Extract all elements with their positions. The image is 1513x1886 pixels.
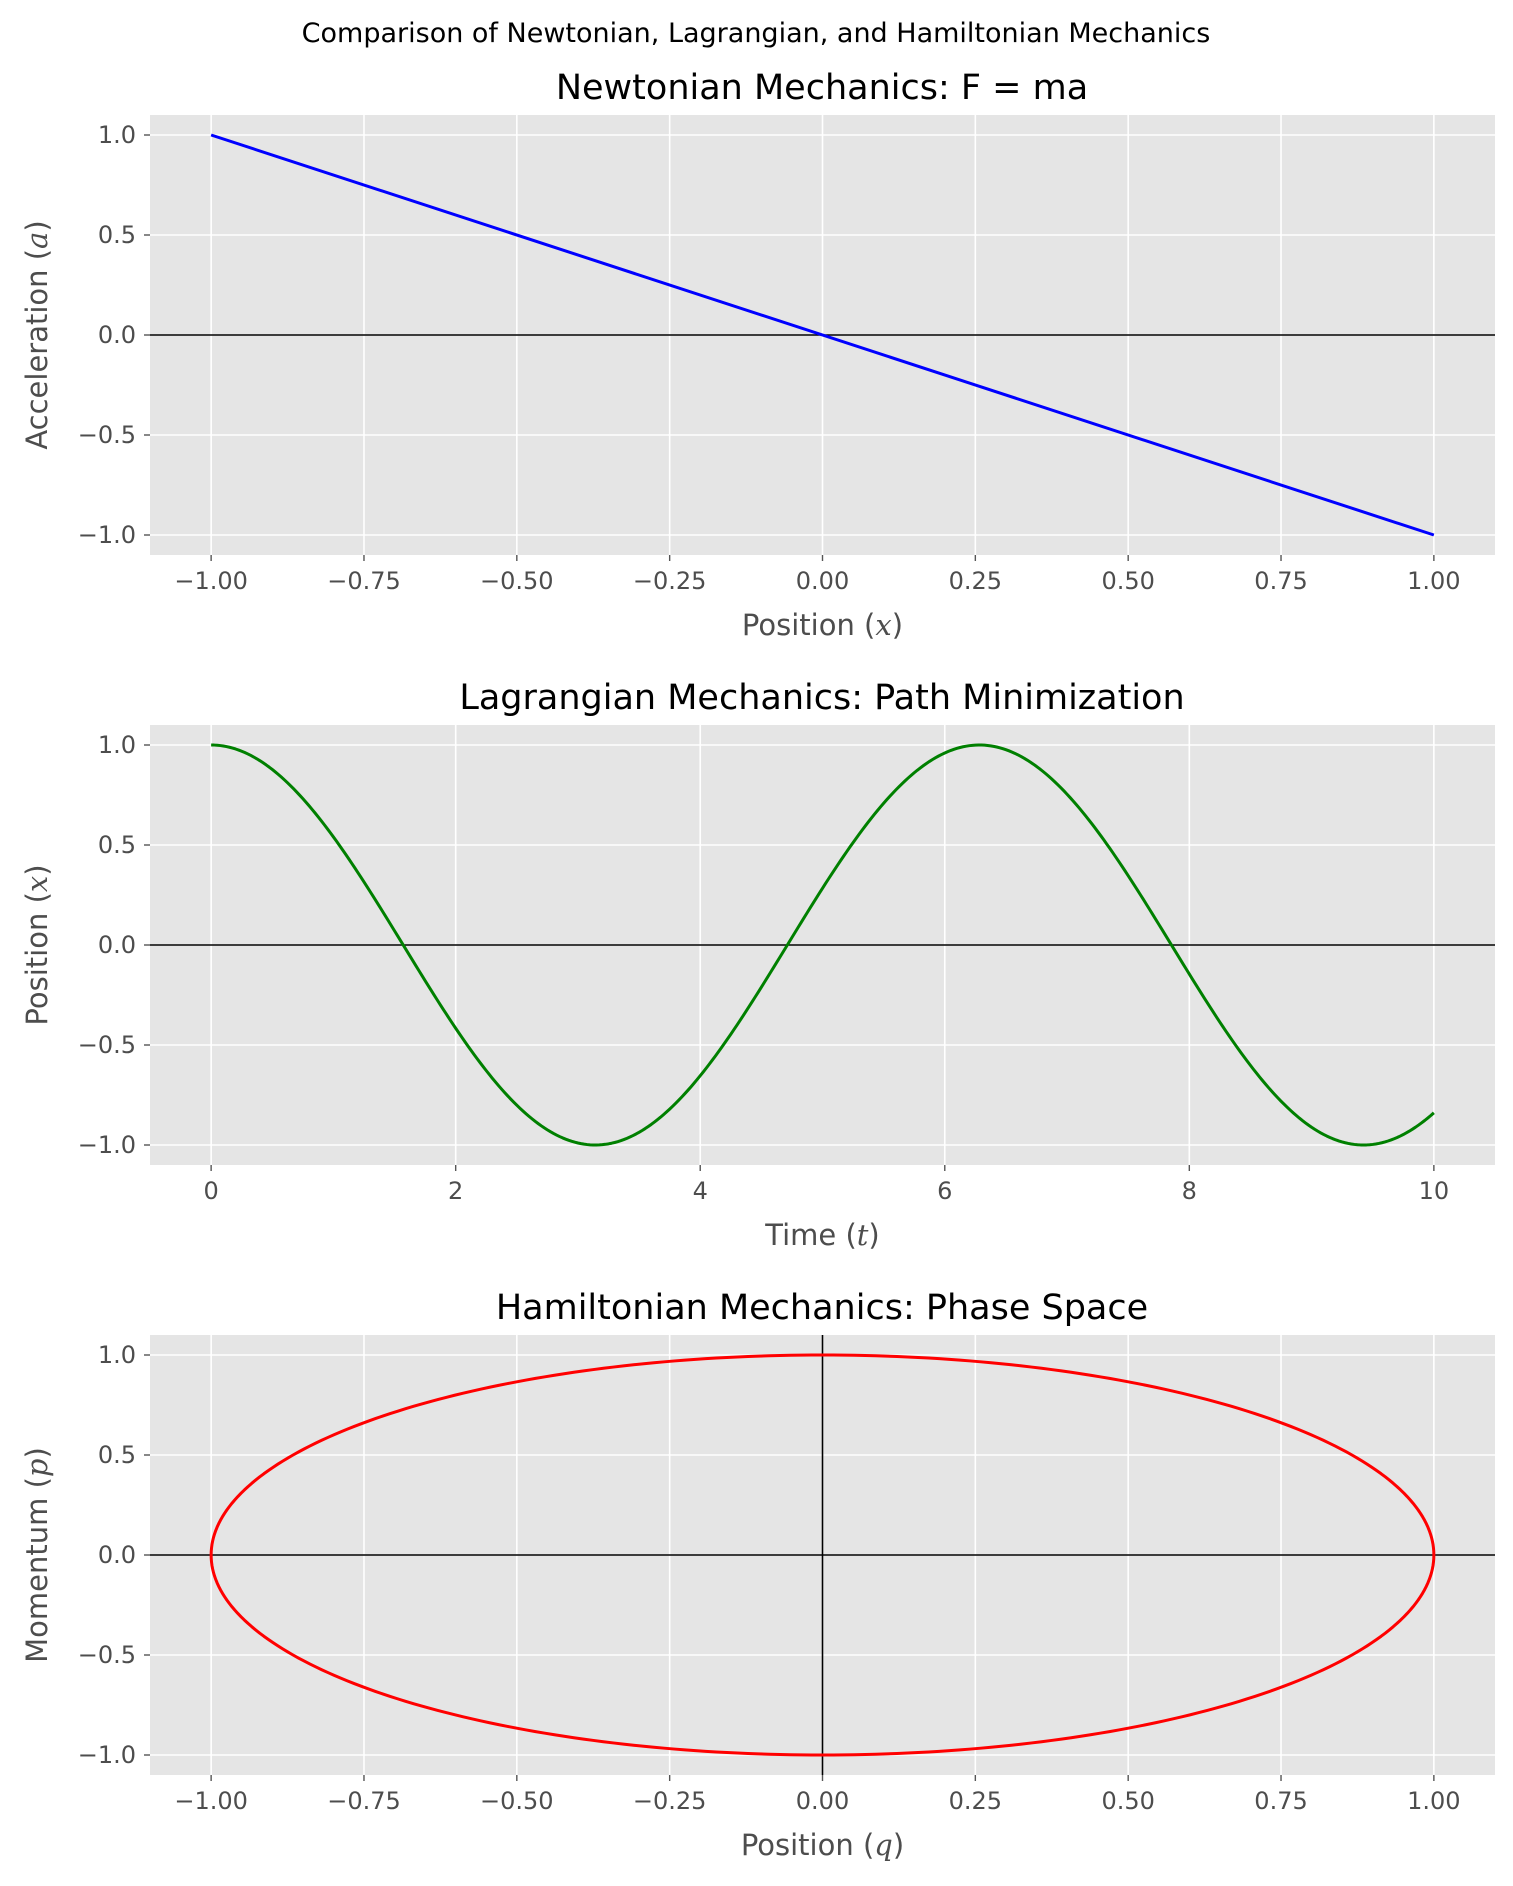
x-tick-label: −0.75 [327,1787,401,1815]
y-tick-label: 0.5 [98,221,136,249]
y-tick-label: −0.5 [78,1641,136,1669]
newtonian-panel: Newtonian Mechanics: F = ma −1.00 −0.75 −0… [20,68,1495,642]
x-tick-label: 0.75 [1254,1787,1307,1815]
y-axis-label: Acceleration (a) [20,220,54,449]
x-tick-label: −1.00 [174,1787,248,1815]
y-axis-label: Position (x) [20,864,54,1025]
x-tick-label: −0.50 [480,1787,554,1815]
x-axis-label: Position (q) [741,1828,904,1862]
x-tick-label: 0.75 [1254,567,1307,595]
x-tick-label: 0.00 [796,567,849,595]
data-series-line [209,1353,1436,1757]
x-tick-label: 0.50 [1101,1787,1154,1815]
x-tick-label: 1.00 [1407,1787,1460,1815]
x-tick-label: 2 [448,1177,463,1205]
y-tick-label: 1.0 [98,731,136,759]
panel-title: Hamiltonian Mechanics: Phase Space [496,1288,1148,1328]
x-tick-label: 4 [693,1177,708,1205]
y-tick-label: 1.0 [98,121,136,149]
x-tick-label: −0.25 [633,1787,707,1815]
data-series-line [211,743,1435,1147]
lagrangian-panel: Lagrangian Mechanics: Path Minimization … [20,678,1495,1252]
x-tick-label: 10 [1419,1177,1450,1205]
x-tick-label: −0.50 [480,567,554,595]
y-tick-label: 1.0 [98,1341,136,1369]
y-axis-label: Momentum (p) [20,1447,54,1663]
y-tick-label: 0.0 [98,931,136,959]
hamiltonian-panel: Hamiltonian Mechanics: Phase Space −1.00… [20,1288,1495,1862]
x-axis-label: Time (t) [764,1218,880,1252]
figure-suptitle: Comparison of Newtonian, Lagrangian, and… [302,18,1211,49]
y-tick-label: 0.5 [98,1441,136,1469]
panel-title: Lagrangian Mechanics: Path Minimization [459,678,1184,718]
x-axis-label: Position (x) [742,608,903,642]
y-tick-label: −1.0 [78,1131,136,1159]
y-tick-label: −1.0 [78,1741,136,1769]
data-series-line [210,133,1435,537]
x-tick-label: 0.00 [796,1787,849,1815]
y-tick-label: −0.5 [78,421,136,449]
x-tick-label: 8 [1182,1177,1197,1205]
x-tick-label: −0.75 [327,567,401,595]
y-tick-label: −1.0 [78,521,136,549]
x-tick-label: 1.00 [1407,567,1460,595]
x-tick-label: −1.00 [174,567,248,595]
x-tick-label: 6 [937,1177,952,1205]
y-tick-label: 0.0 [98,321,136,349]
x-tick-label: 0.25 [949,567,1002,595]
panel-title: Newtonian Mechanics: F = ma [556,68,1088,108]
x-tick-label: −0.25 [633,567,707,595]
x-tick-label: 0.25 [949,1787,1002,1815]
y-tick-label: 0.0 [98,1541,136,1569]
x-tick-label: 0 [203,1177,218,1205]
x-tick-label: 0.50 [1101,567,1154,595]
y-tick-label: −0.5 [78,1031,136,1059]
y-tick-label: 0.5 [98,831,136,859]
